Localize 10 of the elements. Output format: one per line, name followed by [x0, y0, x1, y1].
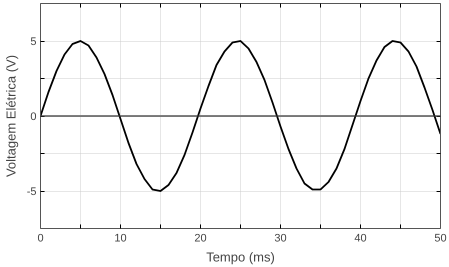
y-axis-title: Voltagem Elétrica (V) — [4, 54, 19, 178]
x-tick-label: 20 — [194, 232, 207, 244]
y-tick-label: 5 — [30, 36, 37, 48]
x-tick-label: 30 — [274, 232, 287, 244]
x-axis-title: Tempo (ms) — [206, 250, 275, 264]
x-tick-label: 40 — [354, 232, 367, 244]
y-tick-label: -5 — [26, 186, 36, 198]
x-tick-label: 10 — [114, 232, 127, 244]
x-tick-label: 50 — [434, 232, 447, 244]
y-tick-label: 0 — [30, 111, 37, 123]
